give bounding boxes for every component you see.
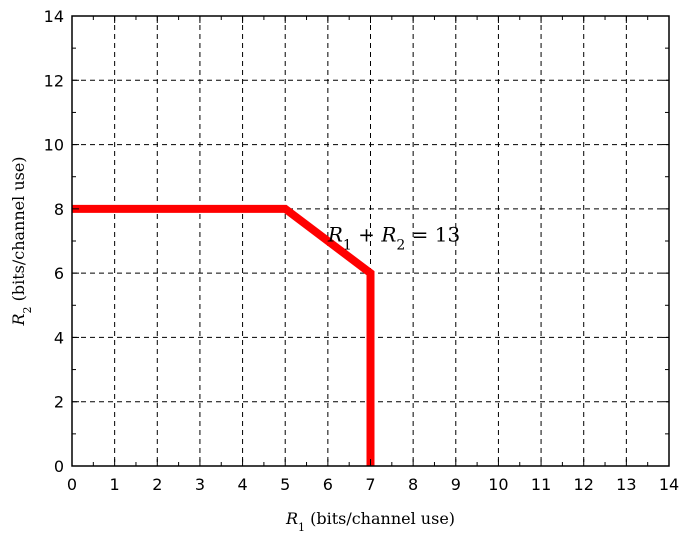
y-tick-label: 0 (54, 457, 64, 476)
x-tick-label: 5 (280, 475, 290, 494)
series-layer (72, 204, 375, 466)
x-tick-label: 14 (659, 475, 679, 494)
y-tick-label: 2 (54, 393, 64, 412)
x-tick-label: 11 (531, 475, 551, 494)
y-tick-label: 14 (44, 7, 64, 26)
annotation-0: R1 + R2 = 13 (327, 223, 460, 254)
x-tick-label: 8 (408, 475, 418, 494)
x-tick-label: 6 (323, 475, 333, 494)
ticks (71, 15, 670, 467)
y-tick-label: 4 (54, 328, 64, 347)
x-tick-label: 2 (152, 475, 162, 494)
y-tick-label: 6 (54, 264, 64, 283)
x-tick-label: 0 (67, 475, 77, 494)
series-line-0 (72, 204, 375, 466)
x-tick-label: 4 (237, 475, 247, 494)
x-tick-label: 9 (451, 475, 461, 494)
y-tick-label: 8 (54, 200, 64, 219)
y-tick-label: 12 (44, 71, 64, 90)
y-axis-title: R2 (bits/channel use) (9, 156, 34, 326)
x-tick-label: 3 (195, 475, 205, 494)
y-tick-label: 10 (44, 136, 64, 155)
x-tick-label: 7 (365, 475, 375, 494)
x-tick-label: 13 (616, 475, 636, 494)
x-tick-label: 12 (574, 475, 594, 494)
x-tick-label: 1 (110, 475, 120, 494)
x-axis-title: R1 (bits/channel use) (285, 509, 455, 534)
x-tick-label: 10 (488, 475, 508, 494)
